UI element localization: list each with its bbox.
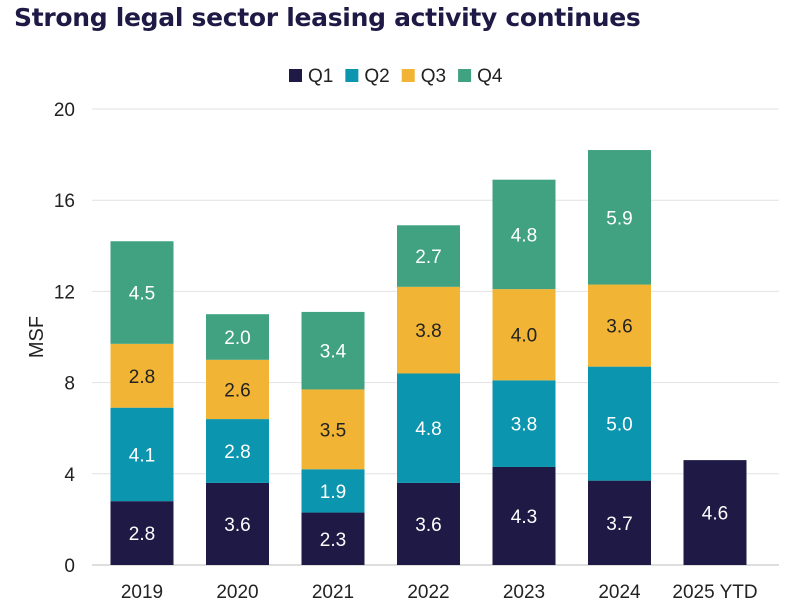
- data-label: 2.6: [224, 380, 250, 401]
- bar-q4-2020: [206, 314, 269, 360]
- data-label: 4.3: [511, 507, 537, 528]
- y-tick-label: 8: [64, 374, 75, 395]
- x-tick-label: 2025 YTD: [672, 582, 757, 603]
- data-label: 5.0: [606, 415, 632, 436]
- bar-q2-2020: [206, 419, 269, 483]
- data-label: 3.7: [606, 514, 632, 535]
- data-label: 3.4: [320, 342, 347, 363]
- data-label: 3.6: [606, 317, 632, 338]
- legend-swatch-q1: [289, 69, 302, 82]
- bar-q1-2025-ytd: [683, 460, 747, 565]
- data-label: 2.0: [224, 328, 250, 349]
- legend-label-q3: Q3: [421, 66, 446, 87]
- data-label: 4.8: [415, 419, 441, 440]
- y-tick-label: 12: [54, 282, 75, 303]
- y-tick-label: 20: [54, 100, 75, 121]
- x-tick-label: 2019: [121, 582, 163, 603]
- legend: Q1 Q2 Q3 Q4: [289, 66, 503, 87]
- data-labels: 2.8 4.1 2.8 4.5 3.6 2.8 2.6 2.0 2.3 1.9 3.5 3.4 3.6 4…: [129, 208, 728, 550]
- bar-q2-2023: [492, 380, 556, 467]
- data-label: 2.7: [415, 247, 441, 268]
- y-tick-label: 16: [54, 191, 75, 212]
- legend-label-q4: Q4: [477, 66, 503, 87]
- legend-label-q1: Q1: [308, 66, 333, 87]
- bar-q3-2021: [301, 389, 365, 470]
- data-label: 4.0: [511, 326, 537, 347]
- data-label: 1.9: [320, 482, 346, 503]
- data-label: 4.8: [511, 225, 537, 246]
- bar-q1-2022: [397, 482, 460, 565]
- data-label: 4.6: [702, 504, 728, 525]
- bar-q4-2021: [301, 311, 365, 390]
- legend-label-q2: Q2: [364, 66, 389, 87]
- x-axis-ticks: 2019 2020 2021 2022 2023 2024 2025 YTD: [121, 582, 758, 603]
- bar-q4-2024: [588, 150, 651, 285]
- bar-q1-2021: [301, 512, 365, 565]
- x-tick-label: 2020: [216, 582, 258, 603]
- bar-q3-2024: [588, 284, 651, 367]
- data-label: 3.8: [511, 415, 537, 436]
- bar-q4-2019: [110, 241, 174, 344]
- x-tick-label: 2022: [407, 582, 449, 603]
- data-label: 3.6: [415, 515, 441, 536]
- y-axis-title: MSF: [26, 316, 48, 358]
- data-label: 4.1: [129, 445, 155, 466]
- x-tick-label: 2021: [312, 582, 354, 603]
- x-tick-label: 2023: [503, 582, 545, 603]
- bar-q2-2021: [301, 469, 365, 513]
- bar-q2-2022: [397, 373, 460, 483]
- bar-q2-2024: [588, 366, 651, 481]
- y-tick-label: 4: [64, 465, 75, 486]
- bar-q2-2019: [110, 407, 174, 502]
- bar-q4-2022: [397, 225, 460, 287]
- bar-q1-2019: [110, 501, 174, 565]
- legend-swatch-q3: [401, 69, 415, 82]
- y-tick-label: 0: [64, 556, 75, 577]
- bar-q1-2020: [206, 482, 269, 565]
- bar-q1-2024: [588, 480, 651, 565]
- bar-q1-2023: [492, 466, 556, 565]
- data-label: 3.6: [224, 515, 250, 536]
- y-axis-ticks: 0 4 8 12 16 20: [54, 100, 76, 577]
- bars: [110, 150, 747, 565]
- data-label: 2.3: [320, 530, 346, 551]
- data-label: 2.8: [129, 524, 155, 545]
- x-tick-label: 2024: [598, 582, 641, 603]
- bar-q4-2023: [492, 179, 556, 290]
- data-label: 2.8: [224, 442, 250, 463]
- bar-q3-2020: [206, 359, 269, 420]
- data-label: 3.5: [320, 420, 346, 441]
- bar-q3-2019: [110, 343, 174, 408]
- data-label: 3.8: [415, 321, 441, 342]
- legend-swatch-q4: [458, 69, 472, 82]
- data-label: 2.8: [129, 367, 155, 388]
- bar-q3-2023: [492, 289, 556, 381]
- chart-title: Strong legal sector leasing activity con…: [14, 3, 641, 32]
- data-label: 5.9: [606, 208, 632, 229]
- data-label: 4.5: [129, 284, 155, 305]
- bar-q3-2022: [397, 286, 460, 374]
- legend-swatch-q2: [345, 69, 359, 82]
